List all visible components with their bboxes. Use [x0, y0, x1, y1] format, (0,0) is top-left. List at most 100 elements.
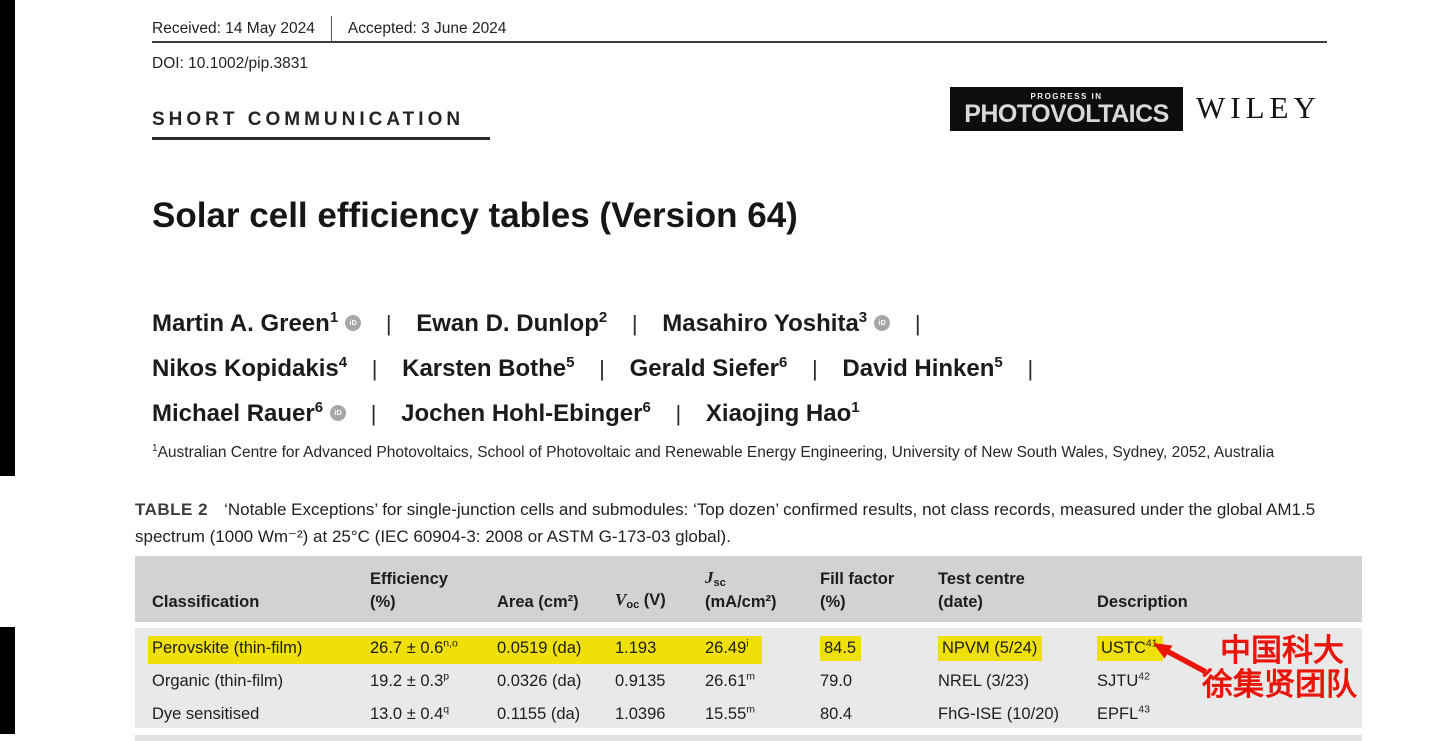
cell-classification: Perovskite (thin-film) [152, 639, 370, 658]
author-name: Jochen Hohl-Ebinger [401, 400, 643, 427]
cell-text: 0.0326 (da) [497, 672, 582, 690]
journal-logo-name: PHOTOVOLTAICS [964, 99, 1169, 128]
cell-description: EPFL43 [1097, 703, 1362, 724]
author-separator: | [811, 356, 818, 381]
author-name: Ewan D. Dunlop [416, 310, 599, 337]
cell-sup: 43 [1138, 703, 1150, 716]
cell-sup: 41 [1145, 637, 1158, 650]
table-row-dye: Dye sensitised 13.0 ± 0.4q 0.1155 (da) 1… [135, 698, 1362, 731]
author-affil-sup: 5 [994, 354, 1003, 371]
author-affil-sup: 6 [778, 354, 788, 371]
table-header: Classification Efficiency (%) Area (cm²)… [135, 556, 1362, 622]
cell-sup: q [443, 703, 450, 716]
author-affil-sup: 1 [329, 309, 339, 326]
article-type-label: SHORT COMMUNICATION [152, 109, 465, 130]
affiliation-footnote: 1Australian Centre for Advanced Photovol… [152, 442, 1275, 462]
table-caption-label: TABLE 2 [135, 500, 209, 519]
col-fill-factor: Fill factor (%) [820, 556, 938, 622]
col-test-centre: Test centre (date) [938, 556, 1097, 622]
voc-subscript: oc [626, 599, 640, 612]
cell-text: 26.61 [705, 672, 747, 690]
cell-jsc: 26.49i [705, 638, 820, 658]
author-affil-sup: 4 [338, 354, 348, 371]
col-label: Fill factor [820, 570, 895, 589]
author-name: Karsten Bothe [402, 355, 567, 382]
author-affil-sup: 5 [566, 354, 575, 371]
cell-jsc: 26.61m [705, 671, 820, 691]
col-label-unit: (date) [938, 592, 983, 611]
cell-area: 0.0519 (da) [497, 639, 615, 658]
author-line-1: Martin A. Green1 iD | Ewan D. Dunlop2 | M… [152, 301, 1302, 346]
col-classification: Classification [152, 556, 370, 622]
author-affil-sup: 2 [598, 309, 608, 326]
received-date: Received: 14 May 2024 [152, 20, 315, 37]
cell-text: 84.5 [824, 639, 857, 657]
cell-area: 0.0326 (da) [497, 672, 615, 691]
article-type-underline [152, 137, 490, 140]
dates-divider [330, 16, 332, 42]
author-separator: | [675, 401, 682, 426]
cell-sup: n,o [443, 637, 458, 650]
cell-area: 0.1155 (da) [497, 705, 615, 724]
author-list: Martin A. Green1 iD | Ewan D. Dunlop2 | M… [152, 301, 1302, 436]
col-efficiency: Efficiency (%) [370, 556, 497, 622]
journal-logo-progress-in: PROGRESS IN [1030, 91, 1103, 101]
voc-symbol: V [615, 590, 627, 610]
col-label: Test centre [938, 570, 1025, 589]
publisher-wordmark: WILEY [1196, 90, 1321, 125]
table-body: Perovskite (thin-film) 26.7 ± 0.6n,o 0.0… [135, 628, 1362, 728]
cell-description: USTC41 [1097, 636, 1362, 661]
table-row-perovskite: Perovskite (thin-film) 26.7 ± 0.6n,o 0.0… [135, 632, 1362, 665]
author-name: Gerald Siefer [629, 355, 779, 382]
cell-sup: 42 [1138, 670, 1150, 683]
table-caption: TABLE 2 ‘Notable Exceptions’ for single-j… [135, 496, 1340, 550]
annotation-line-1: 中国科大 [1220, 633, 1344, 668]
cell-voc: 1.193 [615, 639, 705, 658]
author-name: David Hinken [842, 355, 995, 382]
table-caption-text: ‘Notable Exceptions’ for single-junction… [135, 500, 1316, 547]
cell-jsc: 15.55m [705, 703, 820, 724]
col-voc: Voc (V) [615, 556, 705, 622]
header-rule [152, 41, 1327, 43]
letterbox-bar-top [0, 0, 15, 476]
orcid-icon: iD [345, 315, 362, 331]
author-separator: | [1027, 356, 1034, 381]
cell-text: 1.193 [615, 639, 657, 657]
author-separator: | [370, 401, 377, 426]
red-arrow-icon [1153, 643, 1208, 675]
author-affil-sup: 3 [858, 309, 868, 326]
annotation-line-2: 徐集贤团队 [1202, 667, 1357, 702]
cell-text: 15.55 [705, 705, 747, 723]
cell-text: 0.1155 (da) [497, 705, 581, 723]
cell-text: Dye sensitised [152, 705, 260, 723]
cell-classification: Organic (thin-film) [152, 672, 370, 691]
author-name: Michael Rauer [152, 400, 315, 427]
col-label: Area (cm²) [497, 592, 579, 611]
jsc-symbol: J [705, 567, 714, 587]
cell-test-centre: NREL (3/23) [938, 672, 1097, 691]
cell-classification: Dye sensitised [152, 705, 370, 724]
cell-text: USTC [1101, 639, 1146, 657]
cell-text: 0.9135 [615, 672, 666, 690]
cell-efficiency: 13.0 ± 0.4q [370, 703, 497, 724]
letterbox-bar-bottom [0, 627, 15, 734]
cell-efficiency: 19.2 ± 0.3p [370, 671, 497, 691]
affiliation-sup: 1 [152, 442, 158, 454]
author-line-2: Nikos Kopidakis4 | Karsten Bothe5 | Gera… [152, 346, 1302, 391]
chinese-annotation: 中国科大 徐集贤团队 [1202, 634, 1357, 702]
affiliation-text: Australian Centre for Advanced Photovolt… [157, 444, 1275, 461]
orcid-icon: iD [874, 315, 891, 331]
author-line-3: Michael Rauer6 iD | Jochen Hohl-Ebinger6 … [152, 391, 1302, 436]
col-jsc: Jsc (mA/cm²) [705, 556, 820, 622]
cell-sup: m [746, 703, 756, 716]
cell-text: 26.49 [705, 639, 747, 657]
author-name: Nikos Kopidakis [152, 355, 339, 382]
voc-unit: (V) [643, 591, 666, 610]
dates-row: Received: 14 May 2024 Accepted: 3 June 2… [152, 16, 506, 42]
highlighted-value: USTC41 [1097, 636, 1163, 661]
cell-test-centre: FhG-ISE (10/20) [938, 705, 1097, 724]
col-label: Classification [152, 592, 260, 611]
col-area: Area (cm²) [497, 556, 615, 622]
cell-voc: 0.9135 [615, 672, 705, 691]
